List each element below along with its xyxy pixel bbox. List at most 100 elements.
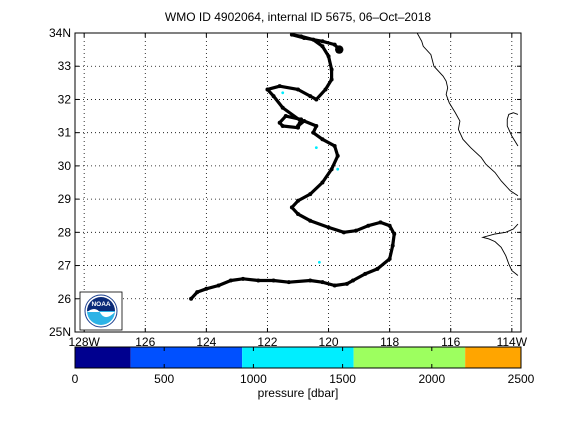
track-point-shallow [314,146,318,150]
track-point [341,230,346,235]
track-point [314,124,319,129]
track-point [332,283,337,288]
track-point [387,223,392,228]
track-point [320,180,325,185]
map-frame [74,32,522,333]
track-point-shallow [281,91,285,95]
track-point [265,87,270,92]
track-point [308,94,313,99]
lat-tick-label: 33 [58,59,72,73]
map-axes: 128W 126 124 122 120 118 116 114W 25N 26 27 28 29 30 3… [49,26,528,349]
track-point [329,77,334,82]
track-point [366,223,371,228]
track-point [332,143,337,148]
track-point [320,44,325,49]
colorbar-band [75,347,131,368]
coastline-segment [481,223,519,276]
lon-tick-label: 116 [441,335,460,349]
track-point [344,281,349,286]
coastline [416,33,519,276]
lat-tick-label: 31 [58,126,72,140]
track-point [195,290,200,295]
lat-tick-label: 27 [58,259,72,273]
track-point [302,119,307,124]
track-point [329,167,334,172]
colorbar-tick-label: 0 [72,372,79,386]
track-point [277,84,282,89]
track-point [271,94,276,99]
lat-tick-label: 30 [58,159,72,173]
track-point [256,278,261,283]
track-point [299,34,304,39]
colorbar-tick-label: 2000 [418,372,445,386]
track-point [216,283,221,288]
lat-tick-label: 29 [58,192,72,206]
track-point [390,243,395,248]
track-point [350,278,355,283]
track-point [329,67,334,72]
track-point [296,87,300,92]
lon-tick-label: 114W [497,335,528,349]
lon-tick-label: 126 [135,335,155,349]
track-point [363,271,368,276]
track-point [204,286,209,291]
coastline-segment [506,112,519,147]
colorbar-band [465,347,521,368]
lon-tick-label: 124 [196,335,216,349]
colorbar-label: pressure [dbar] [257,386,339,400]
track-point [277,120,282,125]
colorbar-band [130,347,243,368]
track-point [289,33,294,37]
lat-tick-label: 32 [58,92,72,106]
track-point [289,205,294,210]
colorbar-tick-label: 1000 [240,372,267,386]
lon-tick-label: 122 [257,335,277,349]
track-point [387,256,392,261]
track-point [308,192,313,197]
float-track [189,33,397,301]
track-point [296,198,300,203]
track-point [283,114,288,119]
track-point [280,124,285,129]
float-latest-position [335,45,344,54]
track-point [308,218,313,223]
pressure-colorbar: 0 500 1000 1500 2000 2500 [72,346,535,386]
track-point [299,119,304,124]
lon-tick-label: 118 [380,335,399,349]
colorbar-band [353,347,466,368]
track-point [392,231,397,236]
track-point-shallow [336,167,340,171]
track-point [320,280,325,285]
track-point [314,97,319,102]
noaa-logo: NOAA [79,291,123,331]
track-point [286,280,291,285]
track-point [296,125,300,130]
colorbar-tick-label: 2500 [508,372,535,386]
track-point [378,220,383,225]
noaa-logo-text: NOAA [91,301,110,308]
track-point [296,212,300,217]
track-point [375,266,380,271]
track-point [302,35,307,40]
track-point [241,276,246,281]
colorbar-tick-label: 1500 [329,372,356,386]
lat-tick-label: 26 [58,292,72,306]
track-point [308,278,313,283]
track-point [326,225,331,230]
lat-tick-label: 28 [58,225,72,239]
track-point [320,137,325,142]
lon-tick-label: 120 [319,335,339,349]
float-track-line [189,33,396,301]
map-title: WMO ID 4902064, internal ID 5675, 06–Oct… [164,10,432,24]
track-point [326,54,331,59]
colorbar-frame [74,346,522,369]
track-point [228,278,233,283]
track-point [332,42,337,47]
coastline-segment [416,33,519,197]
lon-tick-label: 128W [68,335,100,349]
track-point [311,130,316,135]
track-point-shallow [317,260,321,264]
track-point [271,278,276,283]
colorbar-band [242,347,354,368]
